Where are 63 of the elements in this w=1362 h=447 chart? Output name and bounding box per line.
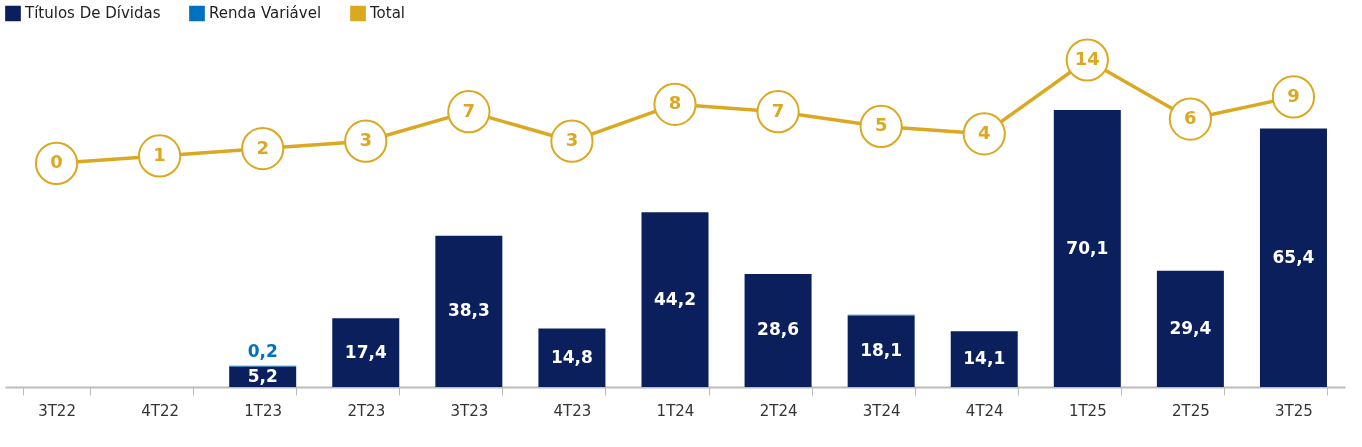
data-label: 0,2	[247, 340, 278, 361]
data-label: 44,2	[654, 288, 696, 309]
x-tick-label: 3T25	[1275, 401, 1313, 420]
data-label: 8	[668, 92, 682, 114]
data-label: 7	[771, 99, 785, 121]
data-label: 4	[977, 121, 991, 143]
x-tick-label: 4T22	[141, 401, 180, 420]
point	[447, 90, 491, 134]
data-label: 14	[1074, 48, 1100, 69]
x-tick-label: 2T25	[1171, 401, 1210, 420]
data-label: 17,4	[344, 341, 387, 362]
point	[859, 104, 903, 149]
data-label: 3	[359, 129, 373, 151]
x-tick-label: 3T23	[450, 401, 489, 420]
x-tick-label: 4T24	[965, 401, 1004, 420]
x-tick-label: 4T23	[553, 401, 592, 420]
point	[653, 82, 697, 126]
bar	[332, 318, 400, 387]
x-tick-label: 3T22	[38, 401, 76, 420]
x-tick-label: 1T25	[1068, 401, 1107, 420]
x-tick-label: 1T24	[656, 401, 695, 420]
point	[138, 134, 182, 178]
bar	[1053, 110, 1121, 387]
legend-label: Títulos De Dívidas	[24, 4, 161, 23]
bar	[641, 212, 709, 387]
x-tick-label: 3T24	[862, 401, 901, 420]
data-label: 38,3	[447, 300, 490, 321]
x-tick-label: 2T23	[347, 401, 386, 420]
legend-label: Total	[369, 4, 406, 23]
x-tick-label: 2T24	[759, 401, 798, 420]
bar	[435, 235, 503, 387]
point	[1271, 75, 1316, 119]
data-label: 70,1	[1066, 237, 1109, 258]
data-label: 2	[256, 136, 269, 158]
point	[344, 119, 388, 163]
bar	[950, 331, 1018, 387]
bar	[744, 273, 812, 387]
data-label: 5,2	[247, 365, 278, 386]
data-label: 7	[462, 99, 476, 121]
point	[550, 119, 594, 163]
x-tick-label: 1T23	[244, 401, 283, 420]
data-label: 18,1	[860, 340, 903, 361]
data-label: 14,8	[550, 346, 593, 367]
data-label: 0	[50, 151, 63, 173]
bar	[538, 328, 606, 387]
bar	[1156, 270, 1224, 387]
legend-label: Renda Variável	[209, 4, 322, 23]
data-label: 28,6	[757, 319, 800, 340]
point	[756, 90, 800, 134]
point	[241, 127, 285, 171]
data-label: 14,1	[963, 348, 1006, 369]
bar	[1259, 128, 1327, 387]
point	[34, 141, 79, 185]
data-label: 9	[1287, 84, 1300, 106]
bar	[847, 315, 915, 387]
point	[1168, 97, 1212, 141]
data-label: 29,4	[1169, 317, 1212, 338]
data-label: 3	[565, 129, 579, 151]
data-label: 65,4	[1272, 246, 1315, 267]
data-label: 1	[153, 143, 166, 165]
data-label: 5	[874, 114, 888, 136]
data-label: 6	[1184, 107, 1197, 129]
point	[962, 112, 1006, 156]
